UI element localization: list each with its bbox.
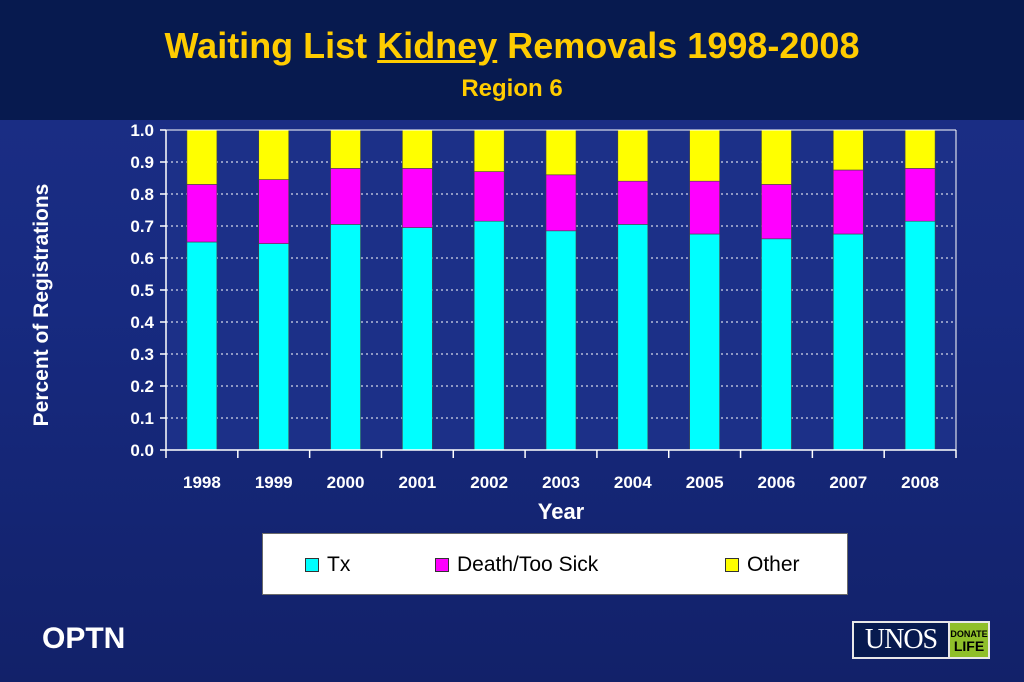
bar-2006-tx xyxy=(761,238,792,451)
bar-2003-tx xyxy=(545,230,577,451)
bar-2004-tx xyxy=(617,224,649,451)
bar-2008-other xyxy=(904,129,936,169)
bar-2008-tx xyxy=(904,220,936,451)
bar-1998-tx xyxy=(186,241,218,451)
bar-2000-tx xyxy=(330,224,361,451)
bar-2002-other xyxy=(473,129,505,172)
y-tick-label: 0.3 xyxy=(130,345,154,364)
bar-1999-death-too-sick xyxy=(258,179,290,244)
legend-label-tx: Tx xyxy=(327,553,351,576)
bar-2005-other xyxy=(689,129,720,182)
slide-subtitle: Region 6 xyxy=(461,75,563,102)
bar-1998-death-too-sick xyxy=(186,184,218,243)
bar-2000-death-too-sick xyxy=(330,168,361,225)
legend-item-tx: Tx xyxy=(305,553,350,577)
y-tick-label: 0.4 xyxy=(130,313,154,332)
unos-logo: UNOS DONATE LIFE xyxy=(852,621,990,659)
x-tick-label: 2003 xyxy=(542,473,580,492)
bar-1999-tx xyxy=(258,243,290,451)
legend-item-other: Other xyxy=(725,553,800,577)
optn-label: OPTN xyxy=(42,622,126,655)
bar-2007-tx xyxy=(832,233,864,451)
title-prefix: Waiting List xyxy=(164,25,378,66)
donate-life-top: DONATE xyxy=(950,629,988,639)
y-tick-label: 0.6 xyxy=(130,249,154,268)
bar-2001-other xyxy=(402,129,433,169)
legend-item-death: Death/Too Sick xyxy=(435,553,598,577)
legend-swatch-other xyxy=(725,558,739,572)
bar-2000-other xyxy=(330,129,361,169)
y-tick-label: 0.2 xyxy=(130,377,154,396)
title-keyword: Kidney xyxy=(377,25,498,66)
title-banner: Waiting List Kidney Removals 1998-2008 R… xyxy=(0,0,1024,120)
legend-label-other: Other xyxy=(747,553,800,576)
y-tick-label: 1.0 xyxy=(130,121,154,140)
legend-swatch-death xyxy=(435,558,449,572)
bar-2005-tx xyxy=(689,233,720,451)
y-tick-label: 0.5 xyxy=(130,281,154,300)
x-tick-label: 2002 xyxy=(470,473,508,492)
legend-swatch-tx xyxy=(305,558,319,572)
bar-2008-death-too-sick xyxy=(904,168,936,222)
y-tick-label: 0.9 xyxy=(130,153,154,172)
bar-2003-other xyxy=(545,129,577,176)
title-suffix: Removals 1998-2008 xyxy=(497,25,860,66)
bar-2006-other xyxy=(761,129,792,185)
y-tick-label: 0.7 xyxy=(130,217,154,236)
bar-2003-death-too-sick xyxy=(545,174,577,232)
bar-2001-death-too-sick xyxy=(402,168,433,228)
bar-2004-death-too-sick xyxy=(617,180,649,225)
y-tick-label: 0.1 xyxy=(130,409,154,428)
y-tick-label: 0.0 xyxy=(130,441,154,460)
bar-2002-death-too-sick xyxy=(473,171,505,222)
x-axis-title: Year xyxy=(538,499,585,524)
bar-2007-other xyxy=(832,129,864,171)
x-tick-label: 1999 xyxy=(255,473,293,492)
slide-title: Waiting List Kidney Removals 1998-2008 xyxy=(0,24,1024,68)
x-tick-label: 2004 xyxy=(614,473,652,492)
x-tick-label: 2000 xyxy=(327,473,365,492)
bar-2002-tx xyxy=(473,220,505,451)
y-axis-title: Percent of Registrations xyxy=(30,184,53,427)
bar-2004-other xyxy=(617,129,649,182)
unos-logo-text: UNOS xyxy=(864,624,938,655)
x-tick-label: 2007 xyxy=(829,473,867,492)
x-tick-label: 2008 xyxy=(901,473,939,492)
donate-life-badge: DONATE LIFE xyxy=(948,623,988,657)
x-tick-label: 1998 xyxy=(183,473,221,492)
bar-2005-death-too-sick xyxy=(689,180,720,235)
chart-legend: Tx Death/Too Sick Other xyxy=(262,533,848,595)
x-tick-label: 2005 xyxy=(686,473,724,492)
x-tick-label: 2006 xyxy=(758,473,796,492)
bar-2001-tx xyxy=(402,227,433,451)
donate-life-bottom: LIFE xyxy=(953,638,985,654)
bar-2006-death-too-sick xyxy=(761,184,792,240)
legend-label-death: Death/Too Sick xyxy=(457,553,599,576)
bar-2007-death-too-sick xyxy=(832,169,864,235)
x-tick-label: 2001 xyxy=(398,473,436,492)
bar-1999-other xyxy=(258,129,290,180)
y-tick-label: 0.8 xyxy=(130,185,154,204)
bar-1998-other xyxy=(186,129,218,185)
